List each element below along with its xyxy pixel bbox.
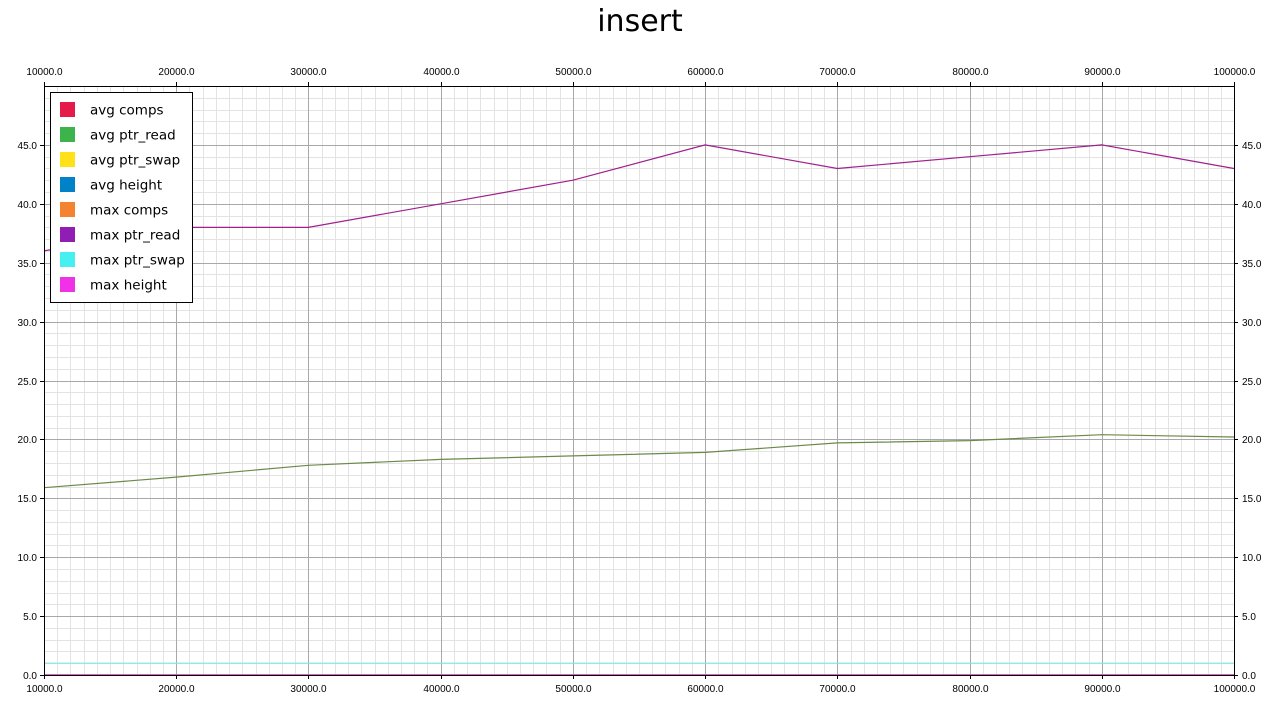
x-tick-label-top: 40000.0 bbox=[423, 67, 460, 78]
y-tick-label-right: 40.0 bbox=[1242, 200, 1262, 211]
legend-label: avg ptr_swap bbox=[90, 153, 180, 169]
y-tick-label-left: 15.0 bbox=[18, 494, 38, 505]
y-tick-label-left: 30.0 bbox=[18, 318, 38, 329]
legend-label: avg ptr_read bbox=[90, 128, 176, 144]
y-tick-label-right: 20.0 bbox=[1242, 435, 1262, 446]
legend-swatch bbox=[60, 252, 75, 267]
y-tick-label-right: 35.0 bbox=[1242, 259, 1262, 270]
legend-label: max ptr_read bbox=[90, 228, 180, 244]
chart-title: insert bbox=[597, 4, 683, 39]
x-tick-label-top: 100000.0 bbox=[1214, 67, 1256, 78]
x-tick-label-bottom: 50000.0 bbox=[555, 684, 592, 695]
x-tick-label-top: 50000.0 bbox=[555, 67, 592, 78]
y-tick-label-right: 45.0 bbox=[1242, 141, 1262, 152]
series-line-max-ptr-read bbox=[43, 144, 1235, 252]
major-grid bbox=[44, 86, 1235, 676]
x-tick-label-top: 80000.0 bbox=[952, 67, 989, 78]
y-tick-label-right: 30.0 bbox=[1242, 318, 1262, 329]
y-tick-label-left: 35.0 bbox=[18, 259, 38, 270]
y-tick-label-left: 25.0 bbox=[18, 377, 38, 388]
x-tick-label-top: 10000.0 bbox=[26, 67, 63, 78]
x-tick-label-bottom: 10000.0 bbox=[26, 684, 63, 695]
y-tick-label-left: 20.0 bbox=[18, 435, 38, 446]
x-tick-label-bottom: 30000.0 bbox=[290, 684, 327, 695]
legend-swatch bbox=[60, 152, 75, 167]
legend-label: max comps bbox=[90, 203, 168, 219]
x-tick-label-top: 20000.0 bbox=[158, 67, 195, 78]
legend-label: avg comps bbox=[90, 103, 164, 119]
y-tick-label-right: 10.0 bbox=[1242, 553, 1262, 564]
y-tick-label-left: 40.0 bbox=[18, 200, 38, 211]
legend-swatch bbox=[60, 177, 75, 192]
x-tick-label-bottom: 90000.0 bbox=[1084, 684, 1121, 695]
legend-swatch bbox=[60, 127, 75, 142]
legend-label: max height bbox=[90, 278, 167, 294]
y-tick-label-left: 45.0 bbox=[18, 141, 38, 152]
x-tick-label-top: 30000.0 bbox=[290, 67, 327, 78]
y-tick-label-right: 25.0 bbox=[1242, 377, 1262, 388]
legend-swatch bbox=[60, 227, 75, 242]
x-tick-label-bottom: 100000.0 bbox=[1214, 684, 1256, 695]
legend-swatch bbox=[60, 102, 75, 117]
x-tick-label-bottom: 70000.0 bbox=[819, 684, 856, 695]
x-tick-label-bottom: 40000.0 bbox=[423, 684, 460, 695]
x-tick-label-top: 70000.0 bbox=[819, 67, 856, 78]
minor-grid bbox=[44, 86, 1235, 676]
x-tick-label-top: 90000.0 bbox=[1084, 67, 1121, 78]
x-tick-label-bottom: 80000.0 bbox=[952, 684, 989, 695]
axis-ticks bbox=[40, 82, 1238, 679]
x-tick-label-top: 60000.0 bbox=[687, 67, 724, 78]
legend-swatch bbox=[60, 202, 75, 217]
y-tick-label-left: 5.0 bbox=[23, 612, 37, 623]
x-tick-label-bottom: 20000.0 bbox=[158, 684, 195, 695]
y-tick-label-left: 0.0 bbox=[23, 671, 37, 682]
legend-box bbox=[50, 92, 193, 303]
y-tick-label-right: 5.0 bbox=[1242, 612, 1256, 623]
x-tick-label-bottom: 60000.0 bbox=[687, 684, 724, 695]
series-line-avg-ptr-read bbox=[43, 434, 1235, 489]
y-tick-label-left: 10.0 bbox=[18, 553, 38, 564]
y-tick-label-right: 15.0 bbox=[1242, 494, 1262, 505]
legend-label: max ptr_swap bbox=[90, 253, 185, 269]
axis-tick-labels: 10000.0 10000.0 20000.0 20000.0 30000.0 30000… bbox=[18, 67, 1262, 695]
legend-label: avg height bbox=[90, 178, 162, 194]
legend-swatch bbox=[60, 277, 75, 292]
y-tick-label-right: 0.0 bbox=[1242, 671, 1256, 682]
